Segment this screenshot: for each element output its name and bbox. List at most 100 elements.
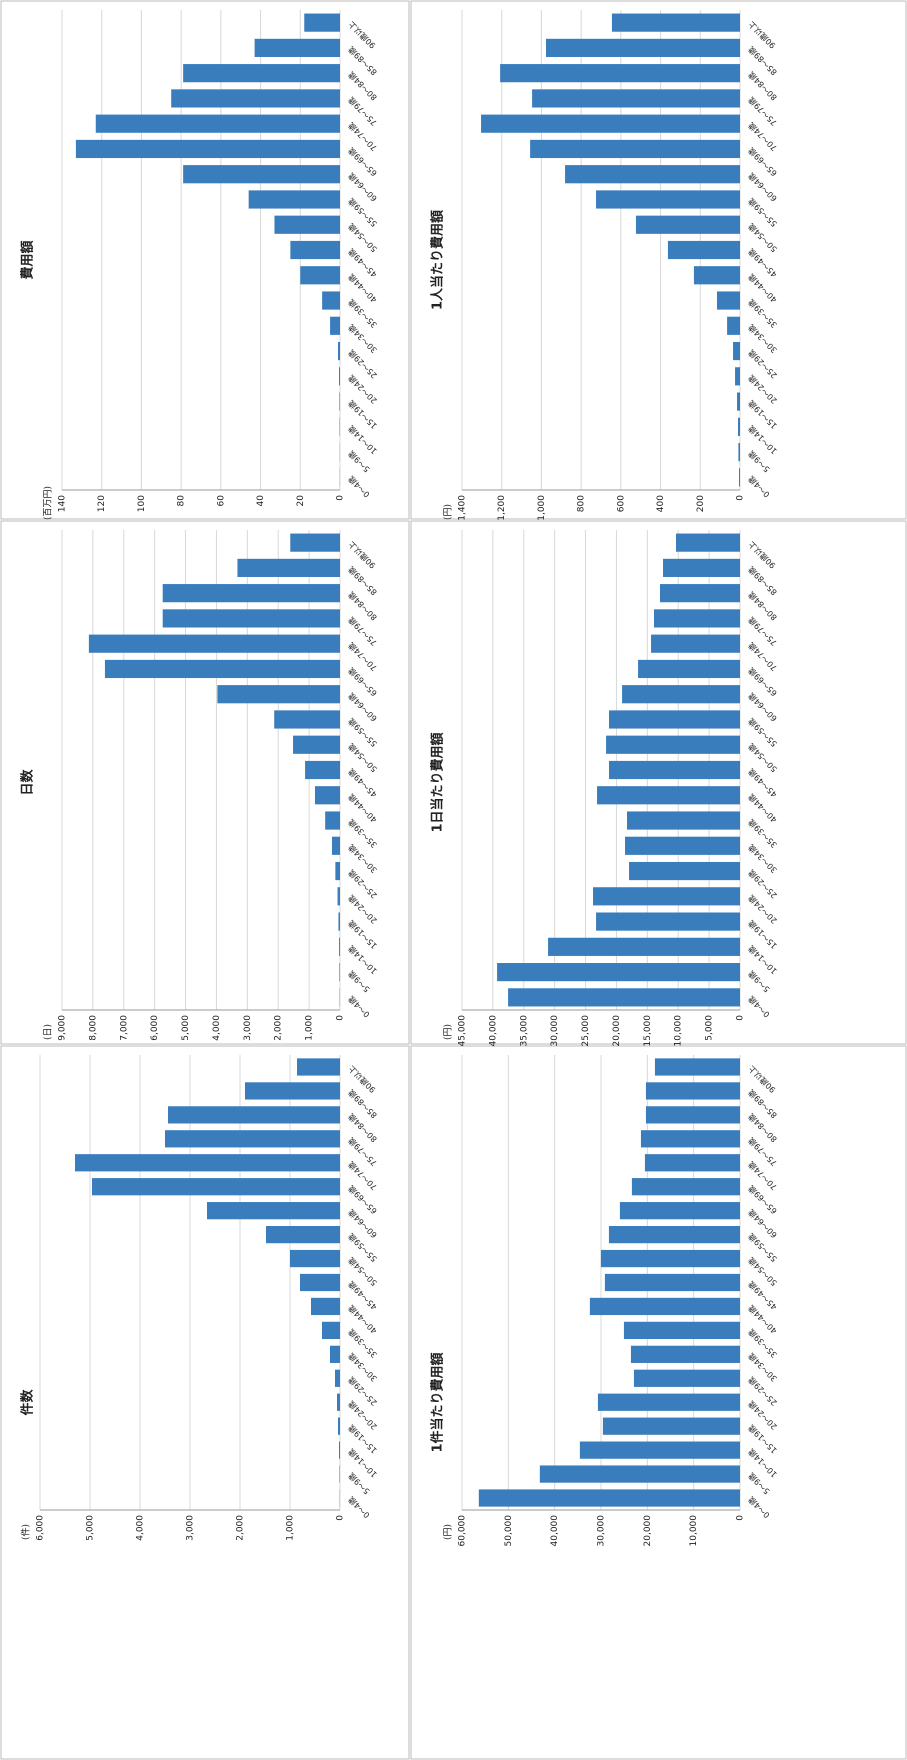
bar: [627, 811, 740, 830]
y-tick-label: 2,000: [274, 1015, 284, 1041]
y-tick-label: 80: [177, 495, 187, 507]
bar: [609, 710, 741, 729]
bar: [532, 89, 740, 108]
bar: [337, 887, 341, 906]
panel-border: [410, 520, 907, 1045]
bar: [290, 240, 341, 260]
bar: [335, 861, 341, 881]
bar: [338, 912, 341, 931]
bar: [623, 1321, 740, 1340]
bar: [651, 634, 740, 653]
y-tick-label: 1,000: [537, 495, 547, 521]
bar: [635, 215, 740, 234]
bar: [339, 1441, 340, 1459]
bar: [609, 760, 741, 780]
bar: [611, 13, 741, 32]
y-tick-label: 20: [296, 495, 306, 507]
y-tick-label: 45,000: [458, 1015, 468, 1047]
chart-title: 費用額: [20, 240, 36, 279]
bar: [75, 1154, 340, 1172]
bar: [548, 937, 741, 956]
bar: [629, 861, 741, 881]
bar: [335, 1369, 340, 1387]
y-tick-label: 0: [736, 495, 746, 501]
bar: [304, 13, 340, 32]
bar: [339, 1465, 340, 1483]
x-tick-label: 0～4歳: [746, 474, 772, 500]
bar: [693, 266, 741, 285]
bar: [597, 786, 740, 805]
axis-unit: (円): [443, 1024, 454, 1040]
bar: [104, 659, 340, 679]
y-tick-label: 40,000: [488, 1015, 498, 1047]
y-tick-label: 15,000: [643, 1015, 653, 1047]
y-tick-label: 400: [656, 495, 666, 512]
chart-title: 1件当たり費用額: [430, 1352, 446, 1452]
bar: [630, 1345, 740, 1363]
bar: [565, 165, 741, 184]
y-tick-label: 0: [336, 1515, 346, 1521]
y-tick-label: 30,000: [597, 1515, 607, 1547]
bar: [738, 443, 741, 462]
chart-title: 1日当たり費用額: [430, 732, 446, 832]
bar: [631, 1178, 741, 1196]
x-tick-label: 5～9歳: [346, 449, 372, 475]
axis-unit: (件): [20, 1524, 32, 1540]
bar: [325, 811, 341, 830]
bar: [338, 341, 340, 361]
panel-border: [0, 1045, 410, 1760]
axis-unit: (円): [443, 1524, 454, 1540]
x-tick-label: 0～4歳: [746, 994, 772, 1020]
bar: [330, 1345, 340, 1363]
y-tick-label: 140: [58, 495, 68, 512]
bar: [602, 1417, 740, 1435]
y-tick-label: 0: [336, 495, 346, 501]
bar: [737, 392, 740, 411]
bar: [339, 937, 341, 956]
bar: [92, 1178, 340, 1196]
bar: [337, 1393, 340, 1411]
bar: [183, 165, 340, 184]
bar: [654, 609, 740, 628]
bar: [663, 558, 741, 577]
axis-unit: (日): [43, 1024, 54, 1040]
y-tick-label: 35,000: [519, 1015, 529, 1047]
x-tick-label: 90歳以上: [746, 539, 777, 570]
bar: [162, 609, 340, 628]
x-tick-label: 0～4歳: [346, 474, 372, 500]
bar: [95, 114, 340, 133]
bar: [579, 1441, 741, 1459]
y-tick-label: 4,000: [136, 1515, 146, 1541]
bar: [165, 1130, 340, 1148]
y-tick-label: 1,200: [497, 495, 507, 521]
bar: [274, 710, 340, 729]
bar: [739, 468, 740, 487]
y-tick-label: 40: [256, 495, 266, 507]
bar: [645, 1082, 741, 1100]
bar: [300, 1273, 340, 1292]
bar: [727, 316, 740, 335]
y-tick-label: 20,000: [643, 1515, 653, 1547]
bar: [322, 1321, 340, 1340]
axis-unit: (円): [443, 504, 454, 520]
bar: [619, 1202, 740, 1220]
bar: [245, 1082, 340, 1100]
bar: [237, 558, 340, 577]
bar: [75, 139, 341, 159]
bar: [478, 1489, 740, 1507]
bar: [274, 215, 341, 234]
y-tick-label: 20,000: [612, 1015, 622, 1047]
bar: [254, 38, 340, 57]
bar: [305, 760, 340, 780]
bar: [162, 584, 340, 603]
y-tick-label: 0: [736, 1515, 746, 1521]
y-tick-label: 5,000: [181, 1015, 191, 1041]
y-tick-label: 50,000: [504, 1515, 514, 1547]
y-tick-label: 600: [616, 495, 626, 512]
bar: [339, 963, 341, 982]
bar: [738, 417, 740, 436]
y-tick-label: 0: [736, 1015, 746, 1021]
x-tick-label: 90歳以上: [346, 19, 377, 50]
